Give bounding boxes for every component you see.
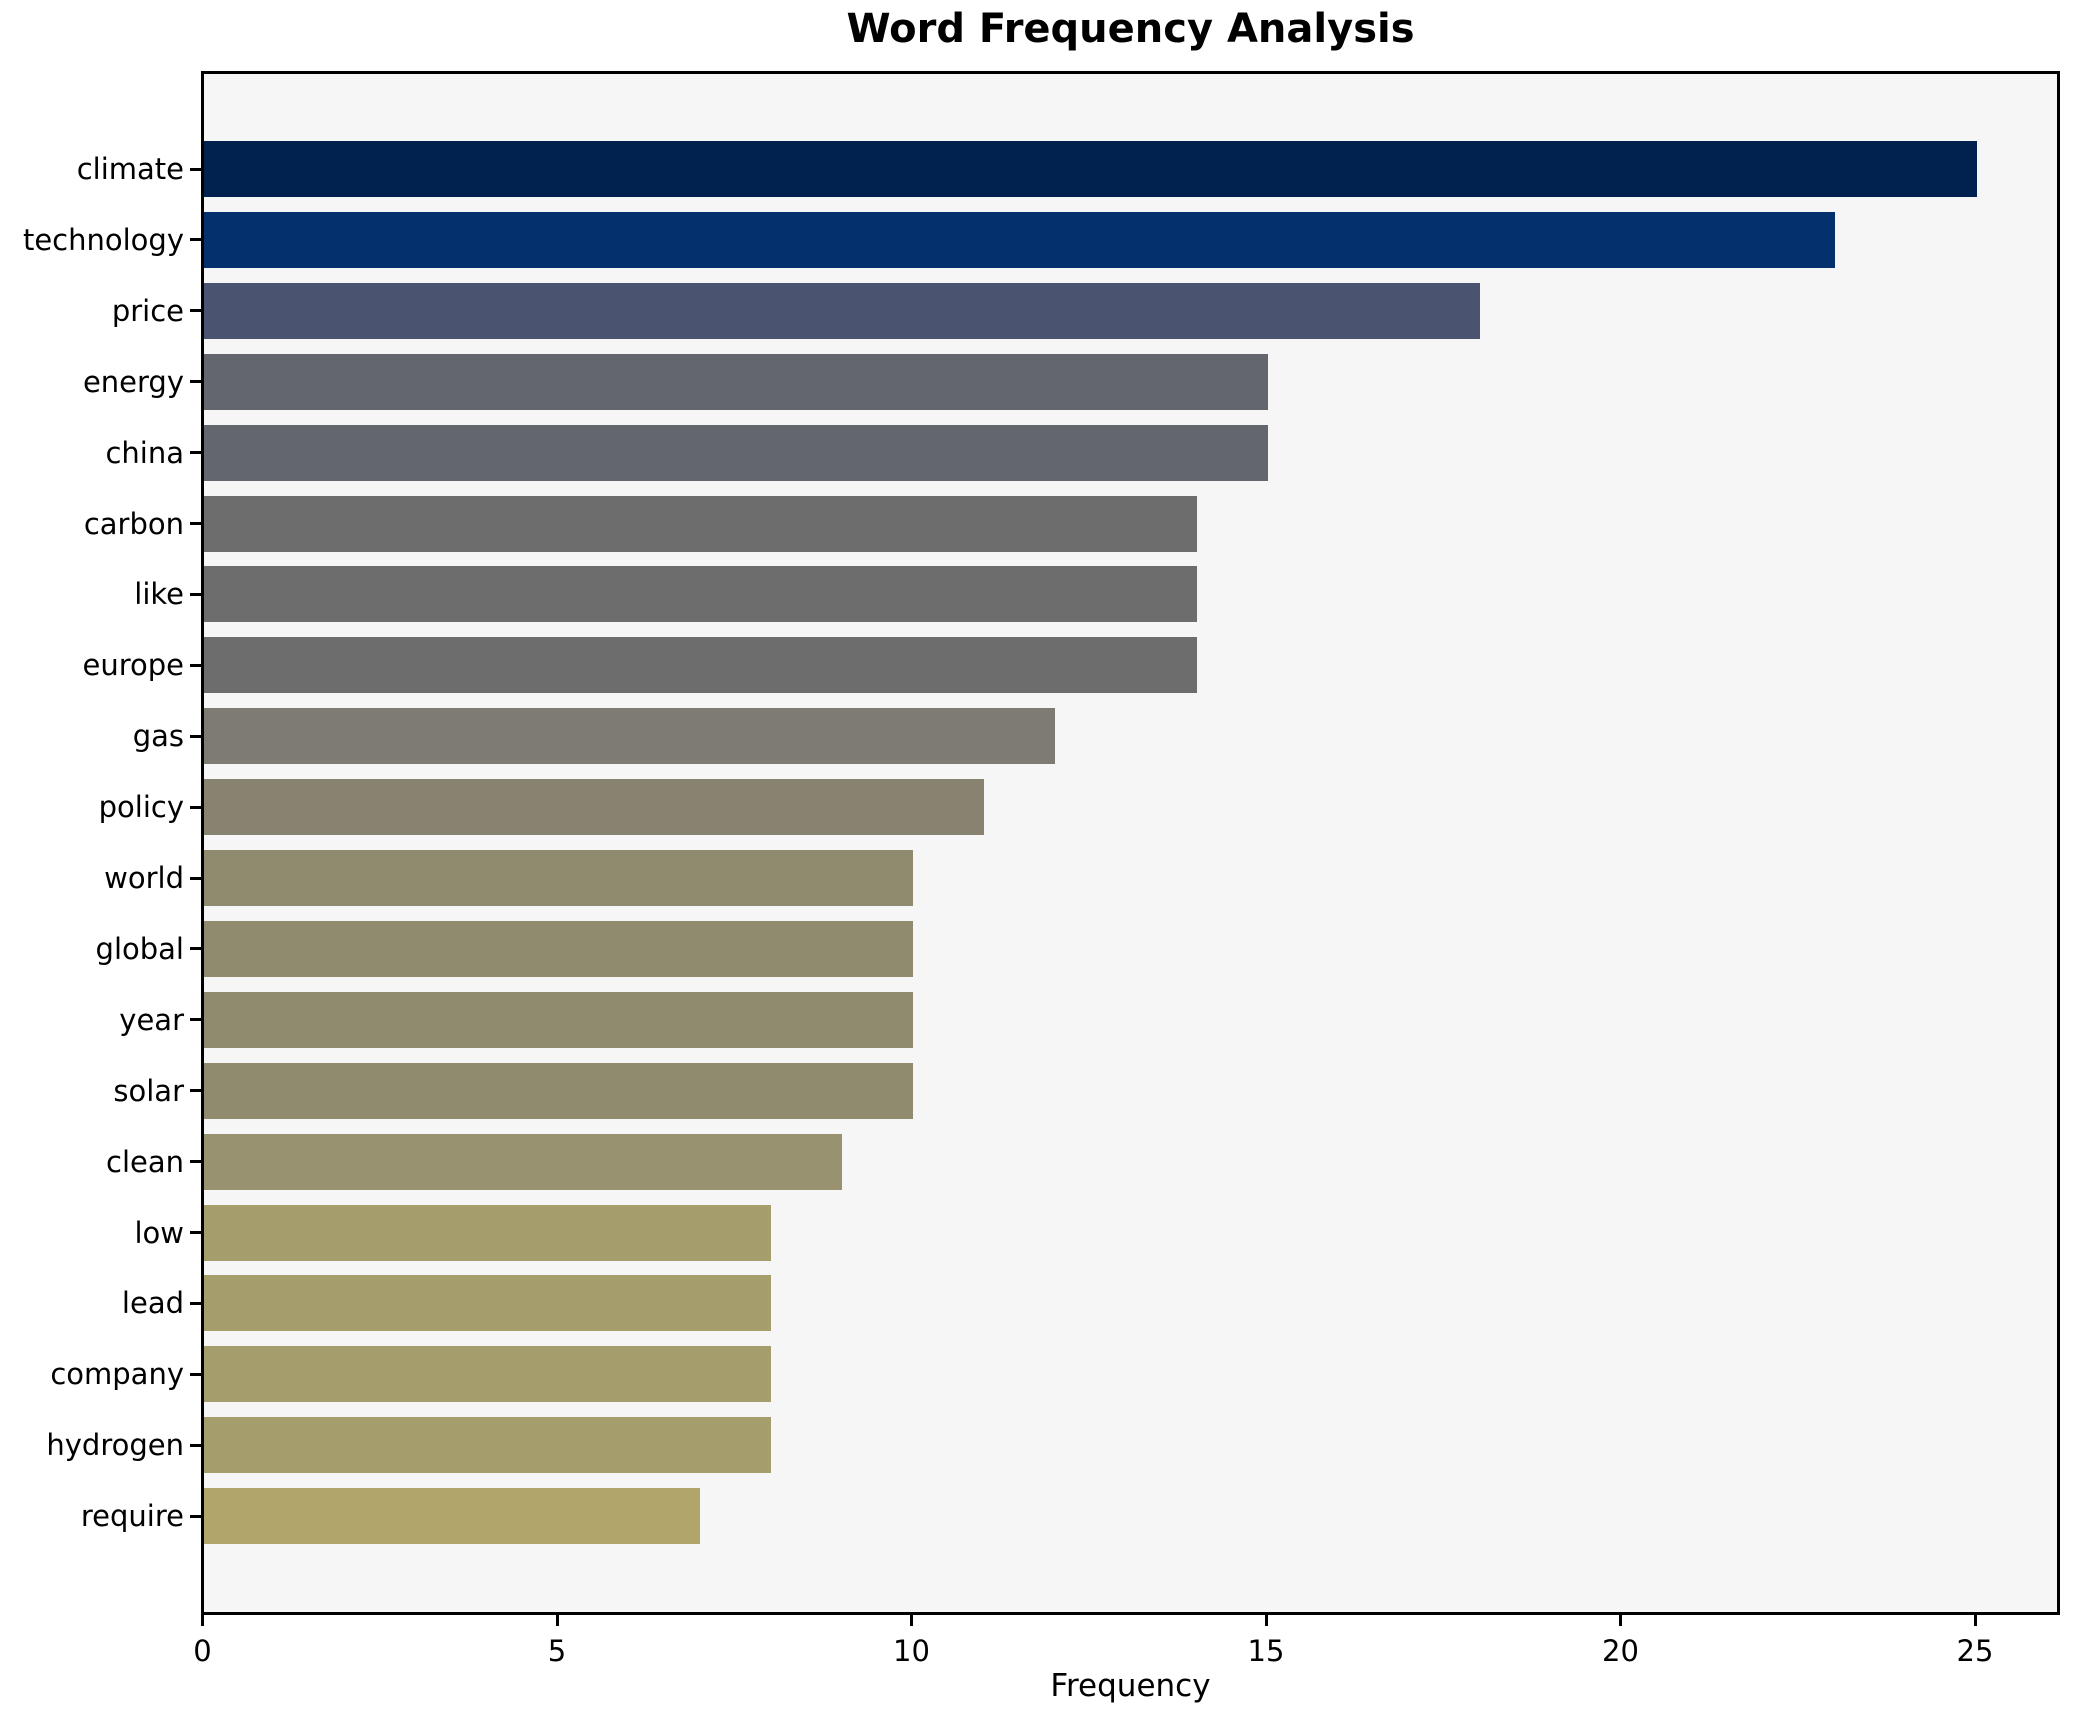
y-tick-label-china: china [105,435,184,470]
y-tick-label-policy: policy [98,790,184,825]
y-tick-label-solar: solar [113,1073,184,1108]
bar-carbon [204,495,1197,552]
y-tick-label-low: low [134,1215,184,1250]
bars-layer [204,74,2057,1612]
y-tick-label-require: require [80,1499,184,1534]
y-tick-mark-global [190,947,201,951]
x-tick-mark-5 [555,1615,559,1626]
x-tick-mark-10 [910,1615,913,1626]
bar-china [204,424,1268,481]
bar-clean [204,1133,843,1190]
y-tick-label-global: global [95,931,184,966]
x-tick-label-5: 5 [547,1634,567,1668]
y-tick-mark-gas [190,734,201,738]
y-tick-label-like: like [134,577,184,612]
bar-company [204,1346,772,1403]
x-tick-mark-25 [1973,1615,1977,1626]
x-tick-label-25: 25 [1956,1634,1994,1668]
y-tick-label-hydrogen: hydrogen [46,1428,184,1463]
y-tick-mark-technology [190,238,201,242]
y-tick-label-europe: europe [82,648,185,683]
y-tick-mark-price [190,309,201,313]
y-tick-mark-company [190,1372,201,1376]
y-tick-mark-policy [190,805,201,809]
bar-gas [204,708,1055,765]
chart-title: Word Frequency Analysis [846,6,1415,52]
bar-like [204,566,1197,623]
x-axis-label: Frequency [1050,1668,1211,1704]
y-tick-mark-world [190,876,201,880]
y-tick-mark-low [190,1231,201,1234]
y-tick-label-carbon: carbon [83,506,184,541]
x-tick-label-0: 0 [193,1634,212,1668]
x-tick-label-15: 15 [1247,1634,1285,1668]
bar-price [204,282,1481,339]
y-tick-mark-require [190,1514,201,1518]
bar-energy [204,353,1268,410]
x-tick-label-10: 10 [893,1634,930,1668]
bar-require [204,1488,701,1545]
bar-global [204,920,913,977]
bar-world [204,850,913,906]
y-tick-label-company: company [50,1357,184,1392]
x-tick-label-20: 20 [1602,1634,1639,1668]
bar-technology [204,211,1835,268]
y-tick-mark-year [190,1018,201,1022]
bar-europe [204,637,1197,694]
y-tick-mark-carbon [190,522,201,525]
y-tick-mark-like [190,592,201,596]
x-tick-mark-0 [201,1615,204,1626]
y-tick-mark-china [190,451,201,455]
y-tick-label-climate: climate [76,152,184,186]
y-tick-label-energy: energy [82,364,184,399]
y-tick-label-gas: gas [132,719,184,754]
y-tick-label-year: year [119,1002,184,1037]
y-tick-mark-solar [190,1089,201,1093]
bar-year [204,991,913,1048]
bar-hydrogen [204,1417,772,1474]
y-tick-label-world: world [104,861,184,895]
y-tick-mark-clean [190,1160,201,1164]
bar-policy [204,779,984,836]
y-tick-label-clean: clean [106,1144,184,1179]
y-tick-mark-climate [190,167,201,171]
bar-climate [204,141,1977,197]
y-tick-label-technology: technology [22,222,184,257]
y-tick-mark-europe [190,663,201,667]
bar-solar [204,1062,913,1119]
x-tick-mark-15 [1264,1615,1268,1626]
y-tick-mark-energy [190,380,201,384]
x-tick-mark-20 [1619,1615,1622,1626]
y-tick-mark-hydrogen [190,1443,201,1447]
y-tick-mark-lead [190,1301,201,1305]
y-tick-label-lead: lead [121,1286,184,1321]
plot-area [201,71,2060,1615]
bar-lead [204,1275,772,1332]
bar-low [204,1204,772,1261]
y-tick-label-price: price [111,293,184,328]
